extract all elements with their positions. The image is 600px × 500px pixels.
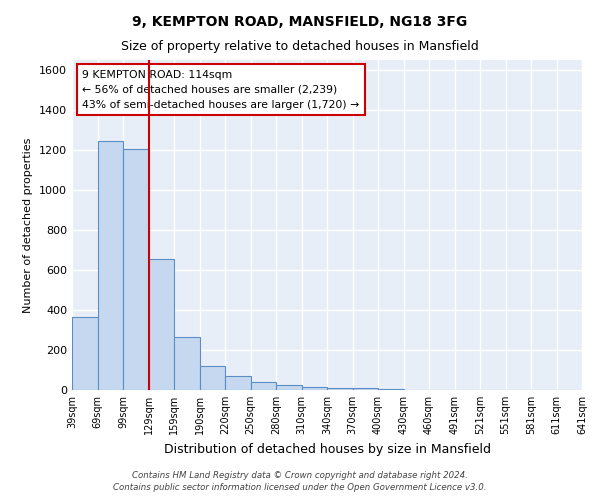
Bar — [199, 366, 225, 390]
Bar — [97, 141, 123, 390]
Bar — [72, 317, 97, 390]
Text: Size of property relative to detached houses in Mansfield: Size of property relative to detached ho… — [121, 40, 479, 53]
Bar — [327, 388, 353, 390]
Bar — [174, 337, 199, 390]
Y-axis label: Number of detached properties: Number of detached properties — [23, 138, 34, 312]
Bar — [123, 149, 149, 390]
Text: 9, KEMPTON ROAD, MANSFIELD, NG18 3FG: 9, KEMPTON ROAD, MANSFIELD, NG18 3FG — [133, 15, 467, 29]
Bar — [251, 382, 276, 390]
Bar — [302, 386, 327, 390]
X-axis label: Distribution of detached houses by size in Mansfield: Distribution of detached houses by size … — [163, 442, 491, 456]
Text: Contains HM Land Registry data © Crown copyright and database right 2024.
Contai: Contains HM Land Registry data © Crown c… — [113, 471, 487, 492]
Bar — [276, 385, 302, 390]
Bar — [225, 376, 251, 390]
Bar — [149, 259, 174, 390]
Bar — [353, 388, 378, 390]
Text: 9 KEMPTON ROAD: 114sqm
← 56% of detached houses are smaller (2,239)
43% of semi-: 9 KEMPTON ROAD: 114sqm ← 56% of detached… — [82, 70, 359, 110]
